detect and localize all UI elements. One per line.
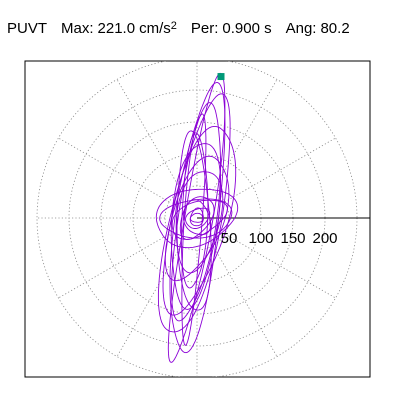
grid-spoke	[116, 79, 182, 191]
trace-loop	[189, 212, 204, 223]
trace-loop	[175, 171, 224, 274]
trace-loop	[176, 130, 212, 311]
trace-loop	[171, 199, 228, 240]
radial-tick-label: 50	[221, 230, 238, 247]
station-label: PUVT	[7, 20, 48, 37]
trace-loop	[180, 132, 209, 289]
max-value: 221.0	[97, 20, 136, 37]
grid-spoke	[212, 79, 278, 191]
trace-loop	[159, 198, 233, 239]
plot-frame	[24, 60, 371, 378]
grid-spoke	[224, 233, 336, 299]
trace-loop	[169, 82, 226, 354]
particle-motion-trace	[155, 72, 239, 363]
radial-tick-label: 100	[248, 230, 273, 247]
trace-loop	[164, 155, 230, 282]
trace-loop	[182, 199, 212, 236]
max-unit: cm/s2	[139, 20, 177, 37]
grid-spoke	[58, 137, 170, 203]
radial-tick-label: 200	[312, 230, 337, 247]
max-unit-exponent: 2	[170, 20, 177, 32]
trace-loop	[170, 143, 222, 310]
radial-tick-labels: 50 100 150 200	[221, 230, 338, 247]
grid-spoke	[58, 233, 170, 299]
grid-spoke	[212, 245, 278, 357]
angle-value: 80.2	[320, 20, 350, 37]
period-value: 0.900 s	[222, 20, 272, 37]
trace-loop	[181, 113, 207, 346]
period-label: Per:	[190, 20, 219, 37]
peak-marker	[217, 73, 225, 81]
radial-tick-label: 150	[280, 230, 305, 247]
peak-marker-group	[217, 73, 225, 81]
trace-loop	[155, 188, 239, 249]
max-label: Max:	[61, 20, 94, 37]
grid-spoke	[224, 137, 336, 203]
angle-label: Ang:	[285, 20, 317, 37]
max-unit-base: cm/s	[139, 20, 171, 37]
chart-header: PUVT Max: 221.0 cm/s2 Per: 0.900 s Ang: …	[7, 20, 354, 42]
